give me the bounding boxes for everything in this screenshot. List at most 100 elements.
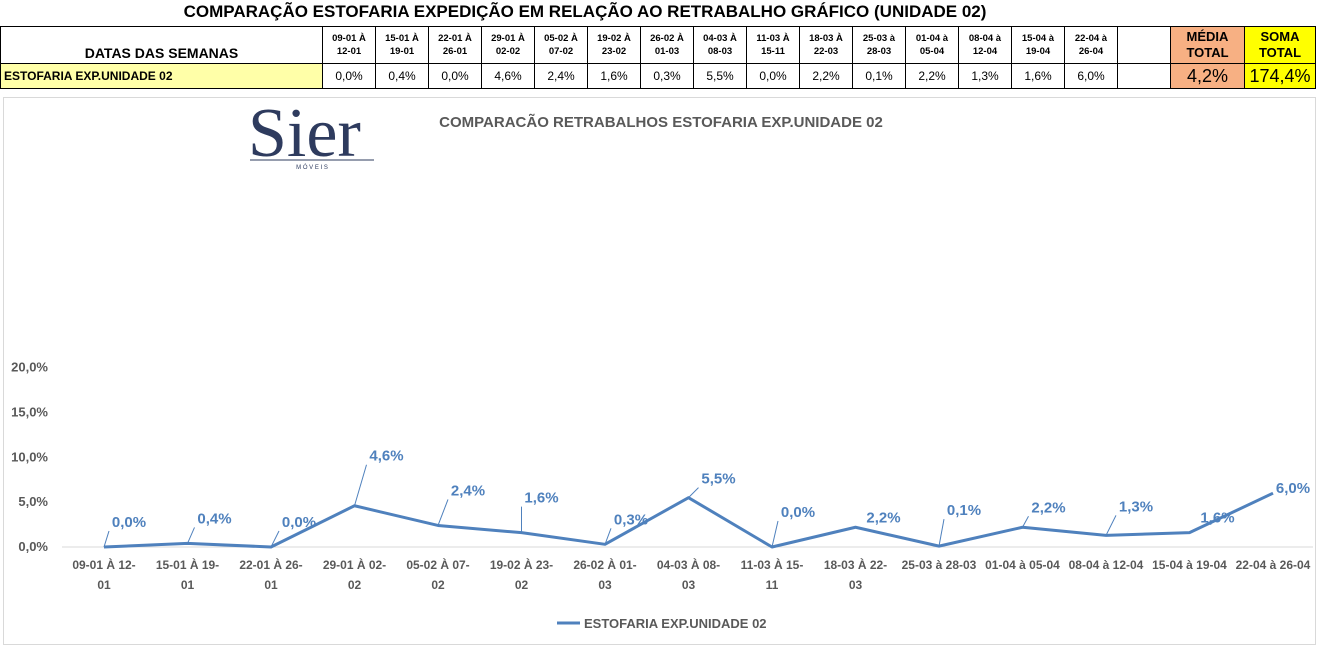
sier-logo: Sier M Ó V E I S xyxy=(248,96,374,172)
week-start: 19-02 À xyxy=(597,33,631,44)
logo-subtext: M Ó V E I S xyxy=(296,164,328,171)
x-tick-label-line: 15-01 À 19- xyxy=(156,557,219,572)
week-start: 15-01 À xyxy=(385,33,419,44)
data-label: 0,0% xyxy=(781,504,815,521)
x-tick-label-line: 29-01 À 02- xyxy=(323,557,386,572)
data-label-leader xyxy=(1105,515,1117,536)
y-tick-label: 15,0% xyxy=(11,404,48,419)
week-end: 12-04 xyxy=(972,46,998,57)
week-start: 22-04 à xyxy=(1074,33,1108,44)
week-end: 28-03 xyxy=(866,46,892,57)
x-tick-label: 29-01 À 02- 02 xyxy=(323,557,386,592)
x-tick-label-line: 09-01 À 12- xyxy=(72,557,135,572)
data-label: 6,0% xyxy=(1276,480,1310,497)
x-tick-label-line: 15-04 à 19-04 xyxy=(1152,558,1227,572)
week-end: 07-02 xyxy=(548,46,574,57)
week-value: 4,6% xyxy=(481,63,535,89)
week-end: 02-02 xyxy=(495,46,521,57)
legend-label: ESTOFARIA EXP.UNIDADE 02 xyxy=(584,616,767,631)
week-start: 22-01 À xyxy=(438,33,472,44)
week-end: 26-04 xyxy=(1078,46,1104,57)
week-header: 11-03 À 15-11 xyxy=(746,26,800,64)
week-header: 05-02 À 07-02 xyxy=(534,26,588,64)
data-label: 2,4% xyxy=(451,482,485,499)
media-value: 4,2% xyxy=(1170,63,1245,89)
sheet-title: COMPARAÇÃO ESTOFARIA EXPEDIÇÃO EM RELAÇÃ… xyxy=(183,2,987,21)
data-label-leader xyxy=(604,528,612,545)
x-tick-label-line: 18-03 À 22- xyxy=(824,557,887,572)
media-header: MÉDIA TOTAL xyxy=(1170,26,1245,64)
data-label: 1,6% xyxy=(524,490,558,507)
x-tick-label: 26-02 À 01- 03 xyxy=(573,557,636,592)
y-tick-label: 5,0% xyxy=(18,494,48,509)
data-label-leader xyxy=(938,519,945,547)
week-end: 22-03 xyxy=(813,46,839,57)
soma-value: 174,4% xyxy=(1244,63,1316,89)
x-tick-label: 25-03 à 28-03 xyxy=(902,558,977,572)
week-value: 0,0% xyxy=(428,63,482,89)
data-label-leader xyxy=(354,464,367,506)
data-label-leader xyxy=(270,530,280,548)
week-end: 23-02 xyxy=(601,46,627,57)
x-tick-label-line: 02 xyxy=(431,578,445,592)
week-header: 15-04 à 19-04 xyxy=(1011,26,1065,64)
week-start: 01-04 à xyxy=(915,33,949,44)
week-header: 09-01 À 12-01 xyxy=(322,26,376,64)
x-tick-label-line: 11 xyxy=(766,578,779,592)
x-tick-label-line: 08-04 à 12-04 xyxy=(1069,558,1144,572)
x-tick-label-line: 11-03 À 15- xyxy=(741,557,804,572)
data-table: DATAS DAS SEMANAS 09-01 À 12-01 15-01 À 19-… xyxy=(0,26,1316,89)
week-start: 04-03 À xyxy=(703,33,737,44)
y-tick-label: 0,0% xyxy=(18,539,48,554)
x-tick-label-line: 03 xyxy=(849,578,863,592)
week-end: 19-04 xyxy=(1025,46,1051,57)
week-header: 04-03 À 08-03 xyxy=(693,26,747,64)
data-label-leader xyxy=(187,527,195,544)
week-value: 6,0% xyxy=(1064,63,1118,89)
x-tick-label: 04-03 À 08- 03 xyxy=(657,557,720,592)
soma-header: SOMA TOTAL xyxy=(1244,26,1316,64)
week-start: 25-03 à xyxy=(862,33,896,44)
week-start: 09-01 À xyxy=(332,33,366,44)
x-tick-label-line: 04-03 À 08- xyxy=(657,557,720,572)
data-label: 0,4% xyxy=(197,510,231,527)
x-tick-label: 19-02 À 23- 02 xyxy=(490,557,553,592)
x-tick-label-line: 03 xyxy=(682,578,696,592)
week-end: 15-11 xyxy=(761,46,785,57)
week-value: 0,4% xyxy=(375,63,429,89)
x-tick-label: 08-04 à 12-04 xyxy=(1069,558,1144,572)
week-start: 08-04 à xyxy=(968,33,1002,44)
data-label: 5,5% xyxy=(701,471,735,488)
logo-wordmark: Sier xyxy=(248,96,361,172)
data-label-leader xyxy=(437,499,449,526)
data-label-leader xyxy=(1022,516,1029,528)
x-tick-label: 18-03 À 22- 03 xyxy=(824,557,887,592)
data-label: 0,0% xyxy=(282,514,316,531)
x-tick-label-line: 19-02 À 23- xyxy=(490,557,553,572)
x-tick-label-line: 03 xyxy=(598,578,612,592)
x-tick-label-line: 22-04 à 26-04 xyxy=(1236,558,1311,572)
x-tick-label-line: 25-03 à 28-03 xyxy=(902,558,977,572)
week-value: 5,5% xyxy=(693,63,747,89)
week-end: 19-01 xyxy=(389,46,415,57)
empty-cell xyxy=(1117,63,1171,89)
week-end: 05-04 xyxy=(919,46,945,57)
week-header: 26-02 À 01-03 xyxy=(640,26,694,64)
week-value: 2,2% xyxy=(905,63,959,89)
data-label: 0,3% xyxy=(614,511,648,528)
week-value: 2,4% xyxy=(534,63,588,89)
series-line xyxy=(103,491,1274,549)
week-value: 0,0% xyxy=(322,63,376,89)
x-tick-label-line: 05-02 À 07- xyxy=(406,557,469,572)
week-start: 15-04 à xyxy=(1021,33,1055,44)
data-label-leader xyxy=(771,520,779,548)
week-header: 29-01 À 02-02 xyxy=(481,26,535,64)
week-value: 2,2% xyxy=(799,63,853,89)
data-label: 0,1% xyxy=(947,502,981,519)
week-end: 12-01 xyxy=(336,46,362,57)
data-label: 4,6% xyxy=(369,448,403,465)
x-tick-label: 11-03 À 15- 11 xyxy=(741,557,804,592)
week-start: 26-02 À xyxy=(650,33,684,44)
x-tick-label-line: 26-02 À 01- xyxy=(573,557,636,572)
